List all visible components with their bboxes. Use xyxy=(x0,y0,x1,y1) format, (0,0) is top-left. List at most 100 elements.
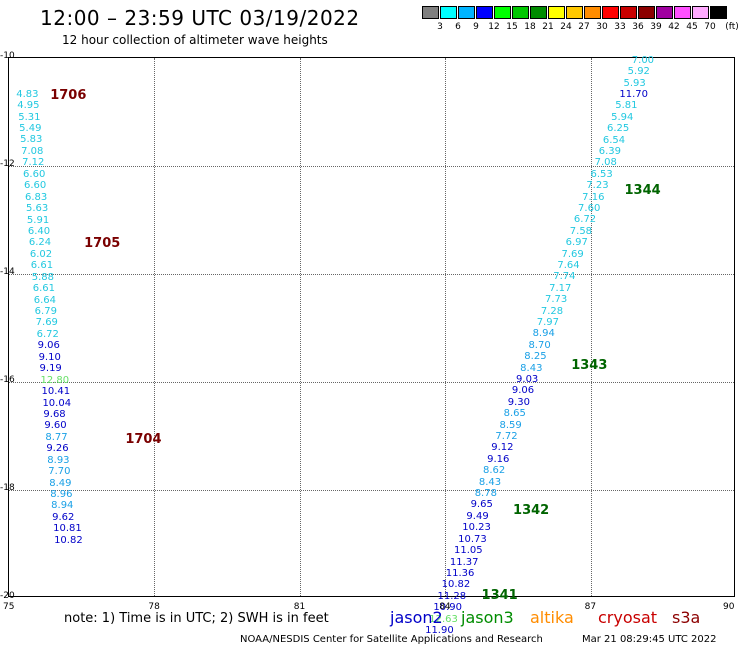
legend-swatch xyxy=(584,6,601,19)
wave-height-value: 8.77 xyxy=(45,431,68,443)
wave-height-value: 11.28 xyxy=(437,590,467,602)
wave-height-value: 8.65 xyxy=(503,408,526,420)
legend-label: 33 xyxy=(614,22,626,32)
legend-swatch xyxy=(602,6,619,19)
wave-height-value: 7.72 xyxy=(495,431,518,443)
pass-number-label: 1705 xyxy=(84,235,121,251)
wave-height-value: 5.94 xyxy=(611,111,634,123)
legend-swatch xyxy=(476,6,493,19)
wave-height-value: 7.73 xyxy=(544,294,568,306)
wave-height-value: 11.05 xyxy=(454,545,483,557)
pass-number-label: 1342 xyxy=(513,502,550,518)
wave-height-value: 11.70 xyxy=(619,88,649,100)
grid-line xyxy=(9,490,734,491)
wave-height-value: 4.95 xyxy=(17,100,40,112)
legend-swatch xyxy=(422,6,439,19)
footer-note: note: 1) Time is in UTC; 2) SWH is in fe… xyxy=(64,611,329,626)
legend-swatch xyxy=(692,6,709,19)
wave-height-value: 7.60 xyxy=(578,202,601,214)
lat-tick-label: -16 xyxy=(0,375,15,385)
wave-height-value: 4.83 xyxy=(16,88,39,100)
wave-height-value: 8.94 xyxy=(532,328,555,340)
legend-swatch xyxy=(566,6,583,19)
legend-swatch xyxy=(458,6,475,19)
lon-tick-label: 87 xyxy=(584,602,597,612)
lon-tick-label: 78 xyxy=(148,602,160,612)
wave-height-value: 9.65 xyxy=(470,499,493,511)
wave-height-value: 9.12 xyxy=(491,442,514,454)
wave-height-value: 9.68 xyxy=(43,408,66,420)
wave-height-value: 6.02 xyxy=(29,248,53,260)
grid-line xyxy=(590,58,592,596)
wave-height-value: 8.93 xyxy=(47,454,70,466)
wave-height-value: 5.81 xyxy=(615,100,638,112)
legend-label: 24 xyxy=(560,22,572,32)
wave-height-value: 9.03 xyxy=(516,374,539,386)
wave-height-value: 12.80 xyxy=(40,374,70,386)
wave-height-value: 9.30 xyxy=(507,396,531,408)
wave-height-value: 8.59 xyxy=(499,419,522,431)
legend-swatch xyxy=(494,6,511,19)
grid-line xyxy=(9,166,734,167)
wave-height-value: 10.23 xyxy=(462,522,491,534)
wave-height-value: 8.49 xyxy=(49,477,72,489)
wave-height-value: 7.69 xyxy=(561,248,584,260)
wave-height-value: 10.04 xyxy=(42,397,72,409)
wave-height-value: 9.26 xyxy=(46,443,69,455)
wave-height-value: 8.25 xyxy=(524,351,547,363)
lon-tick-label: 81 xyxy=(293,602,306,612)
satellite-altika: altika xyxy=(530,608,574,627)
pass-number-label: 1341 xyxy=(481,588,518,604)
wave-height-value: 12.63 xyxy=(429,613,458,625)
wave-height-value: 7.74 xyxy=(553,271,576,283)
wave-height-value: 10.82 xyxy=(54,534,83,546)
wave-height-value: 6.39 xyxy=(598,145,621,157)
wave-height-value: 10.90 xyxy=(433,602,462,614)
lat-tick-label: -20 xyxy=(0,591,15,601)
wave-height-value: 11.90 xyxy=(425,624,454,636)
wave-height-value: 5.91 xyxy=(26,214,50,226)
wave-height-value: 5.83 xyxy=(20,134,43,146)
satellite-jason2: jason2 xyxy=(390,608,443,627)
legend-label: 9 xyxy=(473,22,479,32)
wave-height-value: 7.17 xyxy=(549,282,572,294)
wave-height-value: 7.58 xyxy=(569,225,593,237)
legend-swatch xyxy=(638,6,655,19)
legend-label: 27 xyxy=(578,22,590,32)
grid-line xyxy=(445,58,447,596)
legend-label: 39 xyxy=(650,22,662,32)
legend-label: 12 xyxy=(488,22,500,32)
legend-swatch xyxy=(512,6,529,19)
legend-swatch xyxy=(674,6,691,19)
wave-height-value: 8.43 xyxy=(520,362,543,374)
wave-height-value: 6.61 xyxy=(32,283,55,295)
wave-height-value: 5.88 xyxy=(31,271,55,283)
legend-label: 15 xyxy=(506,22,518,32)
wave-height-value: 5.49 xyxy=(19,123,42,135)
wave-height-value: 7.12 xyxy=(22,157,45,169)
pass-number-label: 1343 xyxy=(571,357,608,373)
legend-label: 36 xyxy=(632,22,644,32)
pass-number-label: 1706 xyxy=(50,87,87,103)
wave-height-value: 7.64 xyxy=(557,259,580,271)
satellite-jason3: jason3 xyxy=(461,608,514,627)
wave-height-value: 7.00 xyxy=(631,54,655,66)
legend-swatch xyxy=(620,6,637,19)
grid-line xyxy=(299,58,301,596)
legend-label: 6 xyxy=(455,22,461,32)
wave-height-value: 5.31 xyxy=(18,111,41,123)
wave-height-value: 8.96 xyxy=(50,489,73,501)
wave-height-value: 9.49 xyxy=(466,510,489,522)
legend-label: 21 xyxy=(542,22,554,32)
credit-text: NOAA/NESDIS Center for Satellite Applica… xyxy=(240,634,543,645)
lat-tick-label: -14 xyxy=(0,267,15,277)
satellite-cryosat: cryosat xyxy=(598,608,658,627)
wave-height-value: 7.28 xyxy=(540,305,564,317)
wave-height-value: 8.94 xyxy=(51,500,74,512)
wave-height-value: 7.70 xyxy=(48,466,71,478)
legend-label: 18 xyxy=(524,22,536,32)
wave-height-value: 6.72 xyxy=(36,328,59,340)
timestamp: Mar 21 08:29:45 UTC 2022 xyxy=(582,634,717,645)
legend-label: 3 xyxy=(437,22,443,32)
wave-height-value: 6.24 xyxy=(28,237,52,249)
